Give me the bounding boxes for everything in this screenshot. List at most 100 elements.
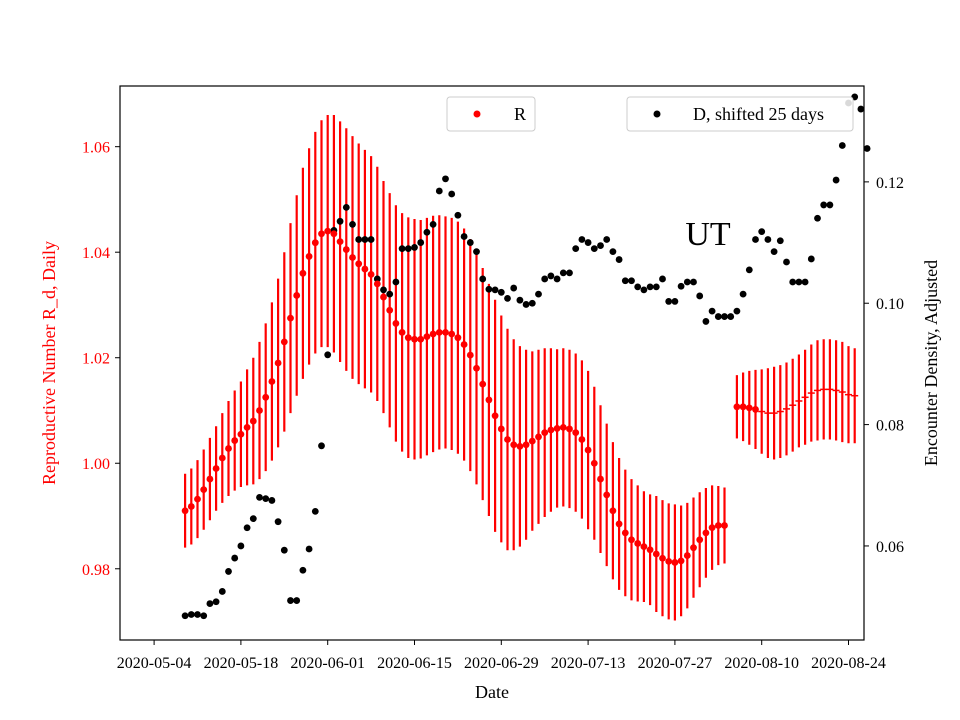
r-point [553,425,561,432]
r-point [262,393,270,401]
d-point [603,236,611,243]
state-annotation: UT [685,216,731,253]
d-point [367,236,375,243]
d-point [392,278,400,286]
r-point [497,425,505,433]
d-point [677,282,685,290]
r-point [721,522,728,529]
d-point [683,278,691,286]
d-point [628,277,635,285]
d-point [466,239,474,246]
r-point [305,253,313,260]
d-point [733,307,741,315]
r-point [249,417,257,425]
d-point [181,612,189,620]
r-point [696,536,704,544]
d-point [764,236,772,243]
r-point [547,426,555,434]
x-axis: 2020-05-04 2020-05-18 2020-06-01 2020-06-15… [117,640,886,672]
d-point [485,285,493,293]
d-point [559,269,567,277]
d-point [708,307,716,315]
d-point [206,600,214,607]
d-point [609,248,617,256]
d-point [652,283,660,291]
r-point [652,550,660,558]
d-point [838,142,846,149]
r-point [243,423,251,431]
d-point [491,286,499,294]
r-point [745,404,753,412]
d-point [349,220,356,228]
r-point [442,329,449,336]
r-point [256,407,263,414]
d-point [299,566,307,574]
y-left-tick-label: 1.02 [82,351,110,368]
r-point [342,246,350,253]
d-point [776,237,784,245]
r-point [559,423,567,431]
r-point [417,335,425,343]
r-point [423,333,431,341]
r-point [590,459,598,467]
d-point [435,187,443,195]
y-axis-right-label: Encounter Density, Adjusted [921,260,941,466]
d-point [510,284,518,292]
y-left-tick-label: 0.98 [82,562,110,579]
d-point [621,277,629,285]
r-point [566,425,573,433]
r-point [659,554,666,562]
d-point [373,275,381,283]
r-point [212,465,220,472]
d-point [237,542,245,550]
y-axis-left: 0.98 1.00 1.02 1.04 1.06 [82,140,120,579]
r-point [739,403,747,411]
x-tick-label: 2020-07-27 [638,655,713,672]
d-point [249,515,257,523]
r-point [386,306,394,314]
y-left-tick-label: 1.06 [82,140,110,157]
r-point [361,265,369,273]
r-point [435,329,443,336]
d-point [857,105,865,113]
r-point [187,503,195,510]
plot-frame [119,85,865,641]
d-point [721,313,728,320]
r-point [206,475,214,483]
r-point [392,320,400,327]
r-point [665,557,673,565]
r-point [237,430,245,438]
r-point [677,557,685,565]
d-point [324,351,332,359]
legend-r-label: R [514,104,526,124]
d-point [398,245,406,253]
d-point [702,318,710,325]
r-point [572,429,580,437]
r-point [646,546,654,554]
r-point [479,380,487,388]
r-point [330,230,338,238]
d-point [336,217,344,225]
r-point [367,270,375,278]
d-point [696,292,704,300]
r-point [690,544,697,552]
r-point [373,280,381,288]
d-point [256,494,263,501]
d-point [423,228,431,236]
d-point [572,245,580,253]
d-point [758,228,766,236]
y-right-tick-label: 0.12 [876,175,904,192]
r-point [504,436,511,443]
d-point [671,298,679,305]
x-tick-label: 2020-08-10 [724,655,799,672]
x-tick-label: 2020-08-24 [811,655,886,672]
r-point-group [181,227,859,566]
r-point [380,293,387,301]
r-point [231,437,239,444]
d-point [863,145,871,152]
r-point [714,522,722,529]
d-point [404,245,412,253]
legend-d-marker [653,110,661,118]
d-point [770,248,778,256]
